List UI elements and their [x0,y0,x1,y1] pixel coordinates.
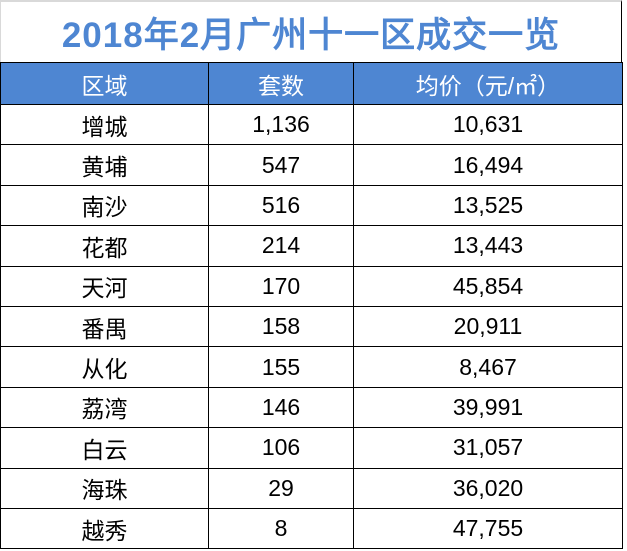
district-cell: 天河 [0,265,209,307]
district-cell: 从化 [0,346,209,388]
price-cell: 31,057 [353,427,623,469]
table-row: 番禺 158 20,911 [0,305,623,348]
table-row: 天河 170 45,854 [0,265,623,307]
table-row: 花都 214 13,443 [0,225,623,267]
column-header-units: 套数 [208,62,354,105]
page-title: 2018年2月广州十一区成交一览 [0,0,622,62]
price-cell: 45,854 [353,265,623,307]
price-cell: 16,494 [353,144,623,186]
units-cell: 155 [208,346,354,388]
district-cell: 白云 [0,427,209,469]
units-cell: 214 [208,225,354,267]
units-cell: 146 [208,386,354,429]
units-cell: 547 [208,144,354,186]
price-cell: 36,020 [353,467,623,509]
transactions-table: 区域 套数 均价（元/㎡） 增城 1,136 10,631 黄埔 547 16,494 南沙… [0,62,623,550]
table-row: 黄埔 547 16,494 [0,144,623,186]
district-cell: 黄埔 [0,144,209,186]
district-cell: 荔湾 [0,386,209,429]
units-cell: 106 [208,427,354,469]
price-cell: 39,991 [353,386,623,429]
table-header-row: 区域 套数 均价（元/㎡） [0,62,623,105]
price-cell: 8,467 [353,346,623,388]
table-body: 增城 1,136 10,631 黄埔 547 16,494 南沙 516 13,525 花都 214… [0,103,623,550]
district-cell: 花都 [0,225,209,267]
units-cell: 29 [208,467,354,509]
column-header-district: 区域 [0,62,209,105]
table-row: 海珠 29 36,020 [0,467,623,509]
table-row: 南沙 516 13,525 [0,184,623,227]
district-cell: 增城 [0,103,209,146]
district-cell: 番禺 [0,305,209,348]
units-cell: 170 [208,265,354,307]
district-cell: 南沙 [0,184,209,227]
column-header-price: 均价（元/㎡） [353,62,623,105]
district-cell: 越秀 [0,507,209,550]
units-cell: 158 [208,305,354,348]
units-cell: 1,136 [208,103,354,146]
price-cell: 10,631 [353,103,623,146]
price-cell: 13,443 [353,225,623,267]
units-cell: 516 [208,184,354,227]
district-cell: 海珠 [0,467,209,509]
table-row: 荔湾 146 39,991 [0,386,623,429]
price-cell: 20,911 [353,305,623,348]
table-row: 白云 106 31,057 [0,427,623,469]
table-row: 增城 1,136 10,631 [0,103,623,146]
table-row: 越秀 8 47,755 [0,507,623,550]
price-cell: 47,755 [353,507,623,550]
units-cell: 8 [208,507,354,550]
price-cell: 13,525 [353,184,623,227]
table-row: 从化 155 8,467 [0,346,623,388]
